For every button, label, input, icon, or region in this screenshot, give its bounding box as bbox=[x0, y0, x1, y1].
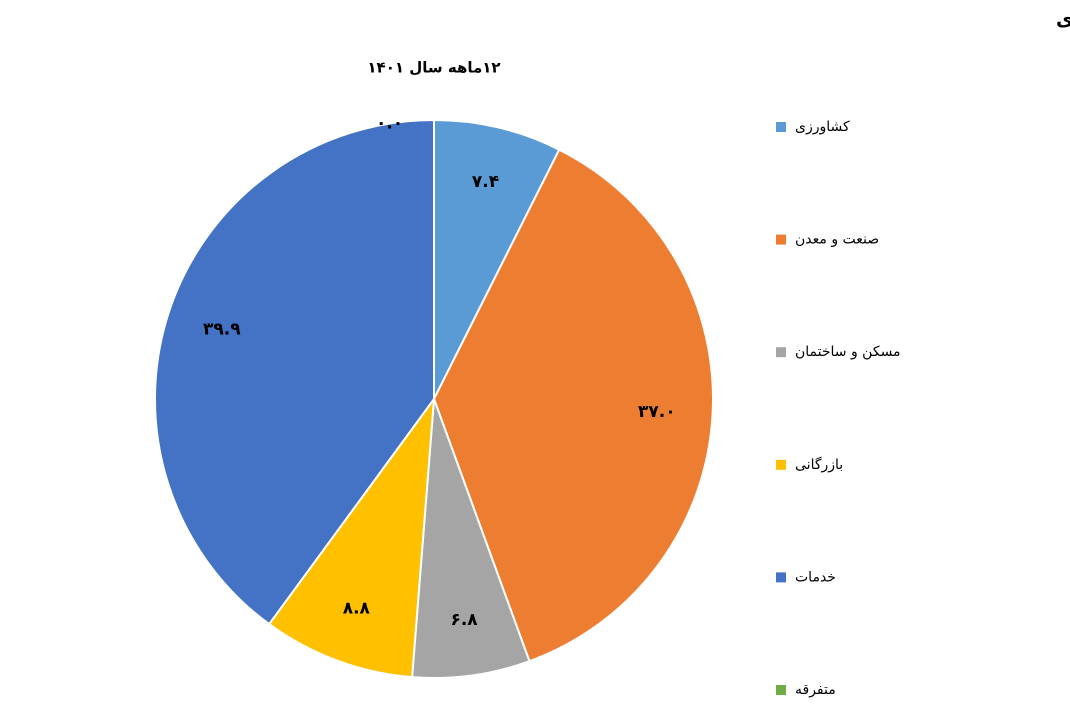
chart-subtitle: ۱۲ماهه سال ۱۴۰۱ bbox=[367, 59, 500, 77]
legend-swatch bbox=[776, 347, 786, 358]
legend-swatch bbox=[776, 572, 786, 583]
legend-label: کشاورزی bbox=[795, 119, 850, 135]
legend-swatch bbox=[776, 685, 786, 695]
chart-title: نمودار ۱- تسهیلات پرداختی کل بانک‌ها به … bbox=[1056, 9, 1070, 31]
pie-slice bbox=[432, 148, 714, 663]
legend-label: متفرقه bbox=[795, 682, 836, 698]
data-label: ۶.۸ bbox=[450, 610, 478, 630]
data-label: ۰.۰ bbox=[376, 114, 403, 134]
pie-slice bbox=[267, 395, 436, 679]
data-label: ۸.۸ bbox=[343, 598, 371, 618]
pie-slice bbox=[411, 398, 531, 679]
legend-swatch bbox=[776, 459, 786, 470]
legend-swatch bbox=[776, 234, 786, 245]
pie-slice bbox=[433, 118, 561, 400]
legend-label: مسکن و ساختمان bbox=[795, 344, 901, 360]
data-label: ۳۷.۰ bbox=[638, 402, 676, 422]
legend-label: صنعت و معدن bbox=[795, 232, 879, 248]
data-label: ۳۹.۹ bbox=[203, 320, 241, 340]
data-label: ۷.۴ bbox=[472, 172, 499, 192]
legend-swatch bbox=[776, 122, 786, 132]
legend-label: بازرگانی bbox=[795, 456, 843, 473]
legend-label: خدمات bbox=[795, 569, 836, 585]
pie-slice bbox=[154, 118, 435, 626]
